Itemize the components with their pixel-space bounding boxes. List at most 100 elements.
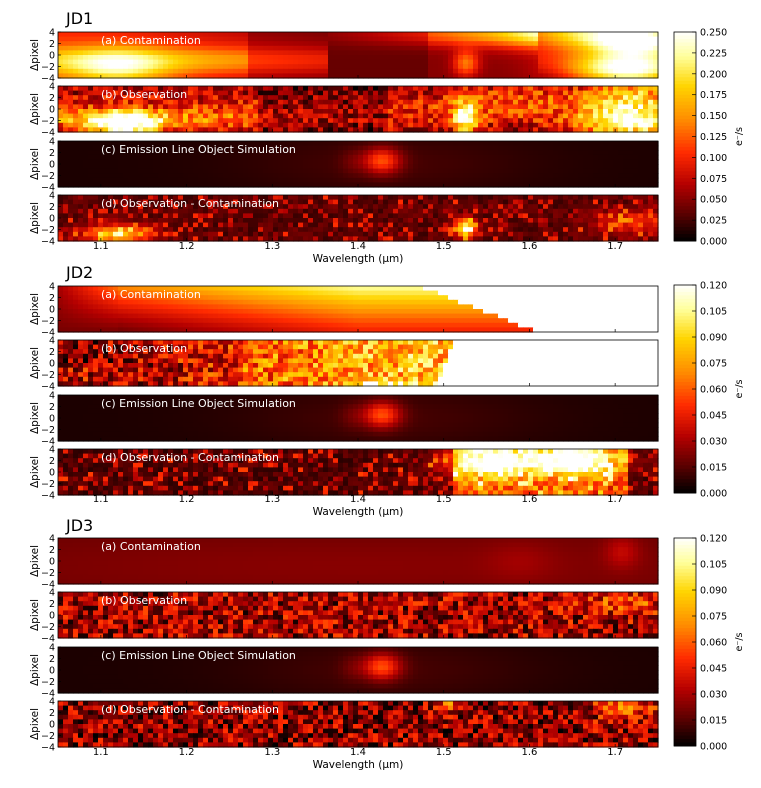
heatmap-cell <box>548 177 554 183</box>
heatmap-cell <box>113 195 119 201</box>
heatmap-cell <box>98 141 104 147</box>
heatmap-cell <box>553 204 559 210</box>
heatmap-cell <box>363 50 369 56</box>
heatmap-cell <box>268 168 274 174</box>
heatmap-cell <box>498 104 504 110</box>
heatmap-cell <box>338 50 344 56</box>
heatmap-cell <box>288 90 294 96</box>
heatmap-cell <box>78 55 84 61</box>
heatmap-cell <box>78 204 84 210</box>
heatmap-cell <box>498 59 504 65</box>
heatmap-cell <box>63 227 69 233</box>
heatmap-cell <box>223 145 229 151</box>
heatmap-cell <box>613 95 619 101</box>
heatmap-cell <box>288 141 294 147</box>
heatmap-cell <box>93 109 99 115</box>
heatmap-cell <box>503 231 509 237</box>
heatmap-cell <box>263 59 269 65</box>
heatmap-cell <box>168 55 174 61</box>
heatmap-cell <box>313 36 319 42</box>
heatmap-cell <box>188 32 194 38</box>
heatmap-cell <box>528 127 534 133</box>
heatmap-cell <box>228 41 234 47</box>
heatmap-cell <box>373 90 379 96</box>
heatmap-cell <box>563 164 569 170</box>
heatmap-cell <box>623 154 629 160</box>
heatmap-cell <box>523 231 529 237</box>
heatmap-cell <box>463 227 469 233</box>
heatmap-cell <box>248 164 254 170</box>
heatmap-cell <box>228 32 234 38</box>
heatmap-cell <box>598 231 604 237</box>
heatmap-cell <box>308 168 314 174</box>
heatmap-cell <box>403 182 409 188</box>
heatmap-cell <box>248 182 254 188</box>
heatmap-cell <box>453 95 459 101</box>
heatmap-cell <box>173 122 179 128</box>
heatmap-cell <box>263 164 269 170</box>
heatmap-cell <box>193 41 199 47</box>
heatmap-cell <box>358 145 364 151</box>
heatmap-cell <box>653 222 659 228</box>
heatmap-cell <box>648 59 654 65</box>
heatmap-cell <box>103 41 109 47</box>
heatmap-cell <box>528 45 534 51</box>
heatmap-cell <box>488 73 494 79</box>
heatmap-cell <box>278 154 284 160</box>
heatmap-cell <box>258 99 264 105</box>
heatmap-cell <box>308 36 314 42</box>
heatmap-cell <box>513 199 519 205</box>
heatmap-cell <box>628 73 634 79</box>
heatmap-cell <box>423 41 429 47</box>
heatmap-cell <box>473 59 479 65</box>
heatmap-cell <box>88 218 94 224</box>
heatmap-cell <box>438 68 444 74</box>
heatmap-cell <box>633 95 639 101</box>
heatmap-cell <box>518 154 524 160</box>
heatmap-cell <box>618 50 624 56</box>
heatmap-cell <box>498 55 504 61</box>
heatmap-cell <box>168 227 174 233</box>
heatmap-cell <box>603 86 609 92</box>
heatmap-cell <box>468 218 474 224</box>
heatmap-cell <box>188 150 194 156</box>
heatmap-cell <box>208 173 214 179</box>
heatmap-cell <box>538 50 544 56</box>
heatmap-cell <box>273 154 279 160</box>
heatmap-cell <box>453 32 459 38</box>
heatmap-cell <box>283 204 289 210</box>
heatmap-cell <box>628 32 634 38</box>
heatmap-cell <box>223 64 229 70</box>
heatmap-cell <box>143 41 149 47</box>
heatmap-cell <box>533 168 539 174</box>
heatmap-cell <box>623 64 629 70</box>
heatmap-cell <box>118 90 124 96</box>
heatmap-cell <box>398 68 404 74</box>
heatmap-cell <box>78 68 84 74</box>
heatmap-cell <box>358 159 364 165</box>
heatmap-cell <box>533 199 539 205</box>
heatmap-cell <box>83 68 89 74</box>
heatmap-cell <box>408 182 414 188</box>
heatmap-cell <box>603 159 609 165</box>
colorbar-swatch <box>674 150 696 155</box>
heatmap-cell <box>358 104 364 110</box>
heatmap-cell <box>623 104 629 110</box>
heatmap-cell <box>608 118 614 124</box>
heatmap-cell <box>418 109 424 115</box>
heatmap-cell <box>613 213 619 219</box>
heatmap-cell <box>643 36 649 42</box>
heatmap-cell <box>103 168 109 174</box>
heatmap-cell <box>363 159 369 165</box>
heatmap-cell <box>153 182 159 188</box>
heatmap-cell <box>218 32 224 38</box>
heatmap-cell <box>638 177 644 183</box>
heatmap-cell <box>618 177 624 183</box>
heatmap-cell <box>503 168 509 174</box>
heatmap-cell <box>523 159 529 165</box>
heatmap-cell <box>648 55 654 61</box>
heatmap-cell <box>603 195 609 201</box>
heatmap-cell <box>323 86 329 92</box>
colorbar-swatch <box>674 143 696 148</box>
heatmap-cell <box>393 68 399 74</box>
